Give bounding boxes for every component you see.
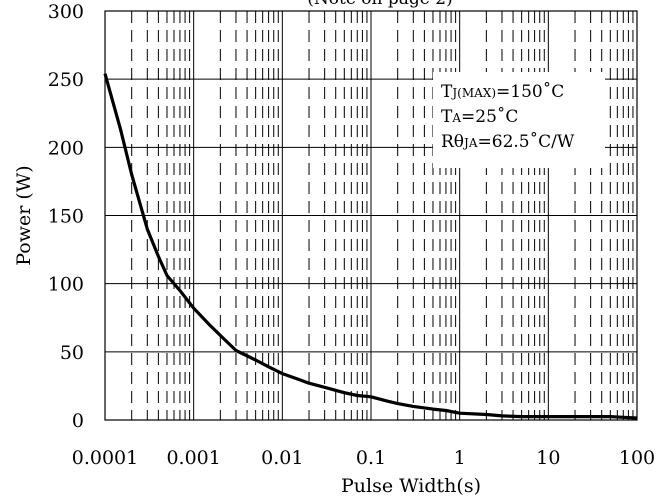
annotation-line: TA=25˚C xyxy=(441,107,518,127)
x-tick-label: 10 xyxy=(536,447,560,469)
y-tick-label: 300 xyxy=(48,1,84,23)
x-tick-label: 1 xyxy=(454,447,466,469)
power-curve xyxy=(103,73,638,420)
annotation-box xyxy=(433,72,605,168)
x-tick-label: 0.0001 xyxy=(72,447,138,469)
annotation-block: TJ(MAX)=150˚C TA=25˚C RθJA=62.5˚C/W xyxy=(441,82,575,152)
y-tick-label: 150 xyxy=(48,206,84,228)
x-tick-labels: 0.0001 0.001 0.01 0.1 1 10 100 xyxy=(72,447,655,469)
x-tick-label: 0.1 xyxy=(356,447,386,469)
y-tick-label: 50 xyxy=(60,342,84,364)
annotation-line: RθJA=62.5˚C/W xyxy=(441,132,575,152)
annotation-line: TJ(MAX)=150˚C xyxy=(441,82,564,102)
y-tick-labels: 0 50 100 150 200 250 300 xyxy=(48,1,84,432)
x-tick-label: 0.01 xyxy=(261,447,303,469)
plot-frame xyxy=(104,10,638,421)
y-tick-label: 200 xyxy=(48,137,84,159)
y-tick-label: 250 xyxy=(48,69,84,91)
x-tick-label: 100 xyxy=(619,447,655,469)
y-tick-label: 100 xyxy=(48,274,84,296)
x-axis-label: Pulse Width(s) xyxy=(341,475,481,497)
chart-title: (Note on page 2) xyxy=(307,0,452,9)
y-axis-label: Power (W) xyxy=(13,165,35,265)
y-tick-label: 0 xyxy=(72,410,84,432)
x-tick-label: 0.001 xyxy=(166,447,220,469)
